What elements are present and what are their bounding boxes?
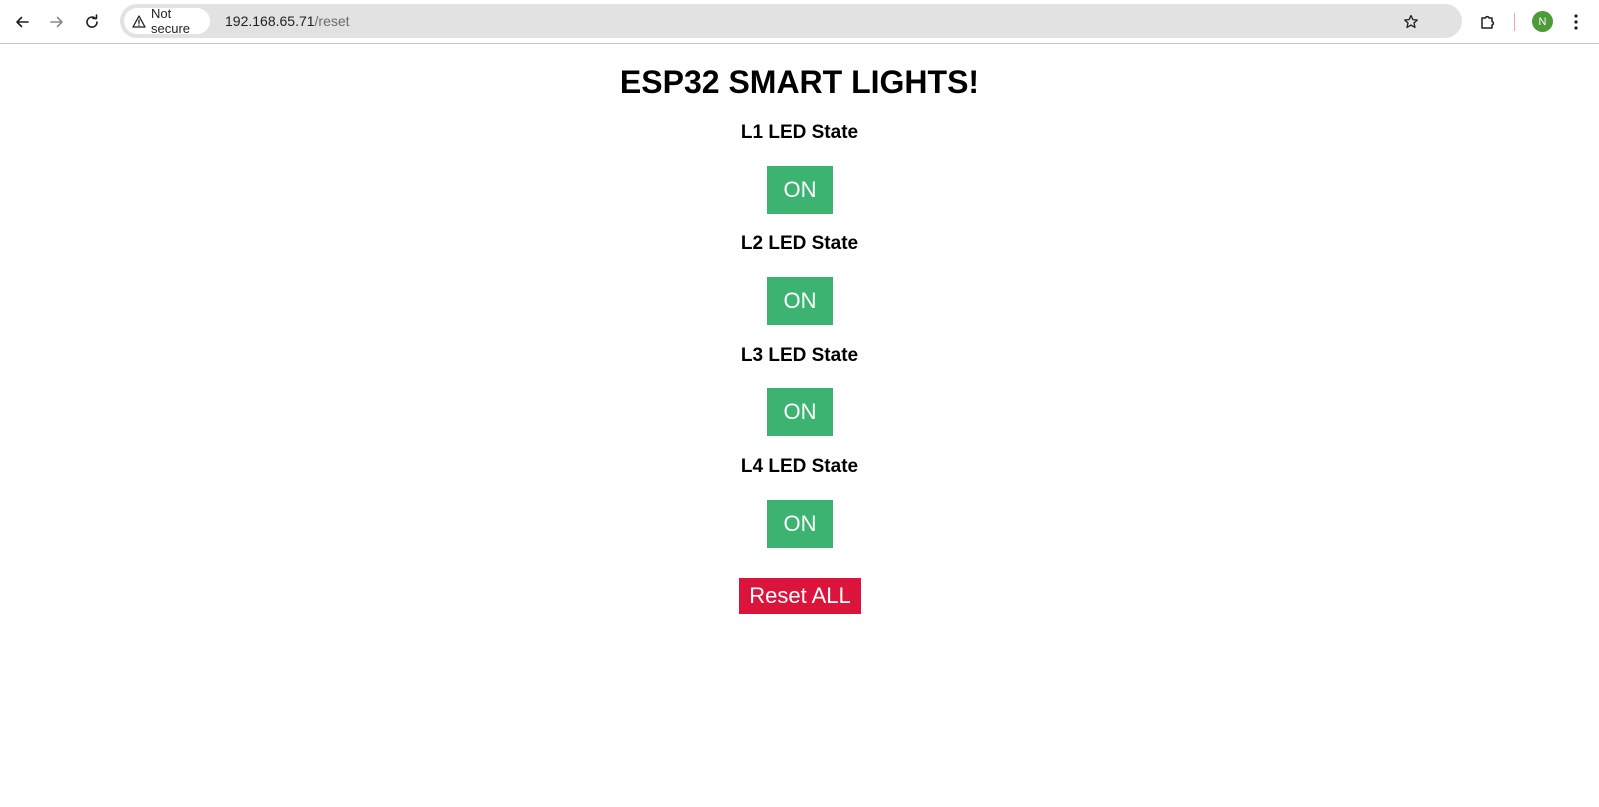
led-2-toggle-button[interactable]: ON [767,277,833,325]
page-title: ESP32 SMART LIGHTS! [619,64,980,100]
profile-avatar[interactable]: N [1532,11,1553,32]
led-4-label: L4 LED State [740,456,859,477]
led-1-toggle-button[interactable]: ON [767,166,833,214]
forward-icon [50,16,63,28]
back-icon [16,16,29,28]
extensions-button[interactable] [1475,9,1501,35]
led-3-label: L3 LED State [740,345,859,366]
reset-all-button[interactable]: Reset ALL [739,578,861,614]
led-2-label: L2 LED State [740,233,859,254]
menu-icon [1574,14,1578,30]
page-content: ESP32 SMART LIGHTS! L1 LED State ON L2 L… [0,45,1599,807]
led-3-toggle-button[interactable]: ON [767,388,833,436]
reload-button[interactable] [78,8,106,36]
url-host: 192.168.65.71 [225,13,315,29]
star-icon [1404,14,1418,29]
bookmark-button[interactable] [1400,11,1422,33]
browser-menu-button[interactable] [1568,10,1584,34]
browser-toolbar: Not secure 192.168.65.71/reset N [0,0,1599,44]
toolbar-divider [1514,13,1515,31]
forward-button[interactable] [43,8,71,36]
reload-icon [86,14,98,28]
address-bar[interactable]: Not secure 192.168.65.71/reset [120,4,1462,38]
back-button[interactable] [8,8,36,36]
url-path: /reset [314,13,350,29]
security-chip[interactable]: Not secure [124,6,210,36]
extensions-icon [1481,15,1495,29]
led-4-toggle-button[interactable]: ON [767,500,833,548]
security-label: Not secure [151,6,191,36]
warning-icon [132,14,146,28]
led-1-label: L1 LED State [740,122,859,143]
url-text[interactable]: 192.168.65.71/reset [225,13,350,29]
